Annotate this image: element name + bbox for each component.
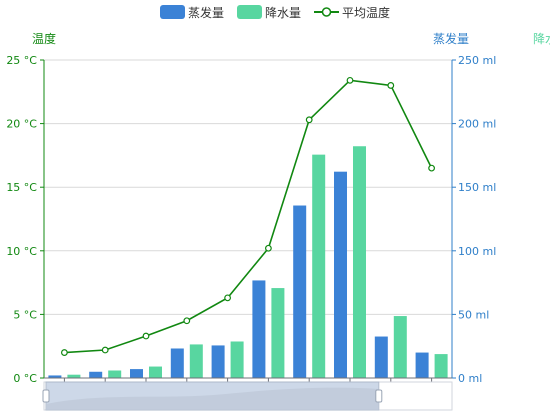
grid — [44, 59, 452, 379]
bar-evaporation-9 — [415, 352, 429, 378]
left-axis-tick-label-2: 10 °C — [6, 245, 37, 258]
left-axis-tick-label-5: 25 °C — [6, 54, 37, 67]
legend[interactable]: 蒸发量 降水量 平均温度 — [160, 5, 390, 20]
left-axis-tick-label-1: 5 °C — [13, 308, 37, 321]
temperature-point-2 — [142, 332, 150, 340]
temperature-point-3 — [183, 317, 191, 325]
zoom-preview-area — [46, 387, 379, 410]
right-axis-tick-label-5: 250 ml — [458, 54, 496, 67]
temperature-point-0 — [61, 349, 68, 356]
temperature-point-9 — [428, 164, 436, 172]
left-axis-title: 温度 — [32, 31, 56, 46]
legend-label: 蒸发量 — [188, 5, 224, 20]
bar-precipitation-3 — [189, 344, 203, 378]
right-axis-tick-label-3: 150 ml — [458, 181, 496, 194]
temperature-point-5 — [265, 244, 272, 252]
temperature-point-1 — [101, 346, 109, 354]
temperature-point-7 — [346, 76, 354, 84]
axis-titles: 温度 蒸发量 降水量 — [32, 31, 550, 46]
bar-evaporation-8 — [374, 336, 388, 378]
left-axis-tick-label-0: 0 °C — [13, 372, 37, 385]
right-axis-tick-label-4: 200 ml — [458, 118, 496, 131]
legend-label: 降水量 — [265, 6, 301, 20]
bar-precipitation-6 — [312, 154, 326, 378]
zoom-right-handle[interactable] — [375, 389, 383, 403]
right-axis-tick-label-1: 50 ml — [458, 308, 489, 321]
bar-precipitation-0 — [67, 374, 81, 378]
temperature-point-4 — [224, 294, 232, 302]
right-axis-title: 蒸发量 — [433, 31, 469, 46]
bar-evaporation-3 — [170, 348, 184, 378]
right-axis-tick-label-2: 100 ml — [458, 245, 496, 258]
bars — [48, 146, 448, 378]
zoom-left-handle[interactable] — [42, 389, 50, 403]
offset-axis-title: 降水量 — [533, 32, 550, 46]
bar-evaporation-1 — [89, 371, 103, 378]
bar-evaporation-2 — [130, 369, 143, 378]
data-zoom[interactable] — [42, 381, 453, 411]
bar-precipitation-5 — [271, 288, 285, 378]
bar-evaporation-5 — [252, 280, 266, 378]
bar-evaporation-4 — [211, 345, 225, 378]
line-series — [61, 76, 436, 356]
bar-evaporation-0 — [48, 375, 62, 378]
bar-precipitation-1 — [108, 370, 122, 378]
bar-evaporation-7 — [334, 171, 347, 378]
temperature-line — [64, 79, 433, 354]
bar-precipitation-2 — [149, 366, 162, 378]
legend-swatch — [237, 5, 262, 19]
legend-label: 平均温度 — [342, 5, 390, 20]
left-axis-tick-label-4: 20 °C — [6, 118, 37, 131]
bar-precipitation-8 — [393, 316, 407, 378]
bar-precipitation-9 — [434, 354, 448, 378]
bar-precipitation-7 — [353, 146, 366, 378]
legend-item-0[interactable]: 蒸发量 — [160, 5, 224, 20]
legend-item-1[interactable]: 降水量 — [237, 5, 301, 20]
bar-evaporation-6 — [293, 205, 307, 378]
bar-precipitation-4 — [230, 341, 244, 378]
legend-marker — [321, 7, 332, 17]
temperature-point-8 — [387, 82, 395, 89]
axes: 0 °C 5 °C 10 °C 15 °C 20 °C 25 °C 0 ml 50 ml 100… — [6, 54, 496, 397]
temperature-point-6 — [305, 116, 313, 124]
right-axis-tick-label-0: 0 ml — [458, 372, 482, 385]
left-axis-tick-label-3: 15 °C — [6, 181, 37, 194]
legend-swatch — [160, 5, 185, 19]
legend-item-2[interactable]: 平均温度 — [314, 5, 390, 20]
